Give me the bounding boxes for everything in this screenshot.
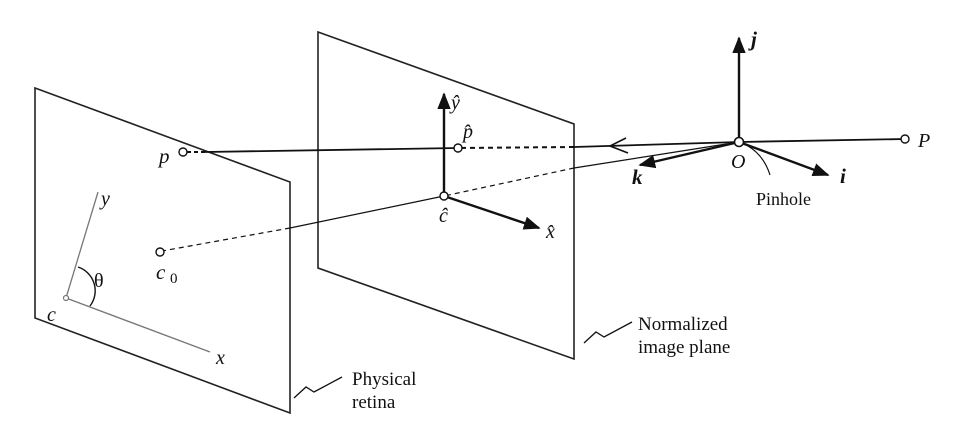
label-c-hat: ĉ — [439, 205, 449, 227]
label-pinhole: Pinhole — [756, 189, 811, 209]
point-c0 — [155, 247, 165, 257]
theta-angle-arc — [77, 266, 96, 307]
axis-k — [638, 140, 740, 169]
label-p-hat: p̂ — [461, 121, 473, 143]
label-physical-line1: Physical — [352, 369, 416, 390]
normalized-image-plane — [317, 30, 575, 361]
optical-axis-dashed-1 — [443, 167, 575, 197]
point-P — [900, 134, 910, 144]
ray-P-to-O — [738, 138, 906, 143]
ray-O-to-plane — [573, 141, 740, 148]
label-k: k — [632, 165, 643, 189]
axis-x-retina — [65, 297, 211, 353]
label-c0: c — [156, 260, 166, 284]
optical-axis-dashed-2 — [161, 227, 291, 252]
label-x-retina: x — [215, 347, 225, 369]
ray-hidden-segment — [457, 146, 575, 149]
axis-x-hat — [443, 194, 541, 230]
label-theta: θ — [94, 270, 104, 292]
label-x-hat: x̂ — [545, 221, 555, 243]
label-y-retina: y — [99, 188, 110, 210]
label-j: j — [748, 27, 757, 51]
ray-direction-arrowhead — [608, 137, 629, 154]
axis-y-retina — [65, 191, 99, 299]
pinhole-leader — [747, 145, 771, 176]
normalized-plane-leader — [583, 321, 633, 344]
label-normalized-line2: image plane — [638, 337, 730, 358]
point-c-hat — [439, 191, 449, 201]
label-p: p — [157, 144, 170, 168]
point-p-hat — [453, 143, 463, 153]
label-y-hat: ŷ — [449, 92, 460, 114]
point-O — [733, 136, 745, 148]
physical-retina-leader — [293, 376, 343, 399]
optical-axis-solid — [573, 141, 740, 169]
label-c0-subscript: 0 — [170, 271, 178, 287]
label-P: P — [917, 130, 930, 152]
point-p — [178, 147, 188, 157]
optical-axis-mid — [289, 195, 445, 229]
label-physical-line2: retina — [352, 392, 396, 413]
label-O: O — [731, 151, 745, 173]
point-c — [62, 294, 70, 302]
label-normalized-line1: Normalized — [638, 314, 728, 335]
label-c-retina: c — [47, 304, 56, 326]
ray-phat-to-p — [204, 147, 459, 153]
physical-retina-plane — [34, 86, 291, 415]
axis-i — [738, 140, 830, 177]
label-i: i — [840, 164, 846, 188]
